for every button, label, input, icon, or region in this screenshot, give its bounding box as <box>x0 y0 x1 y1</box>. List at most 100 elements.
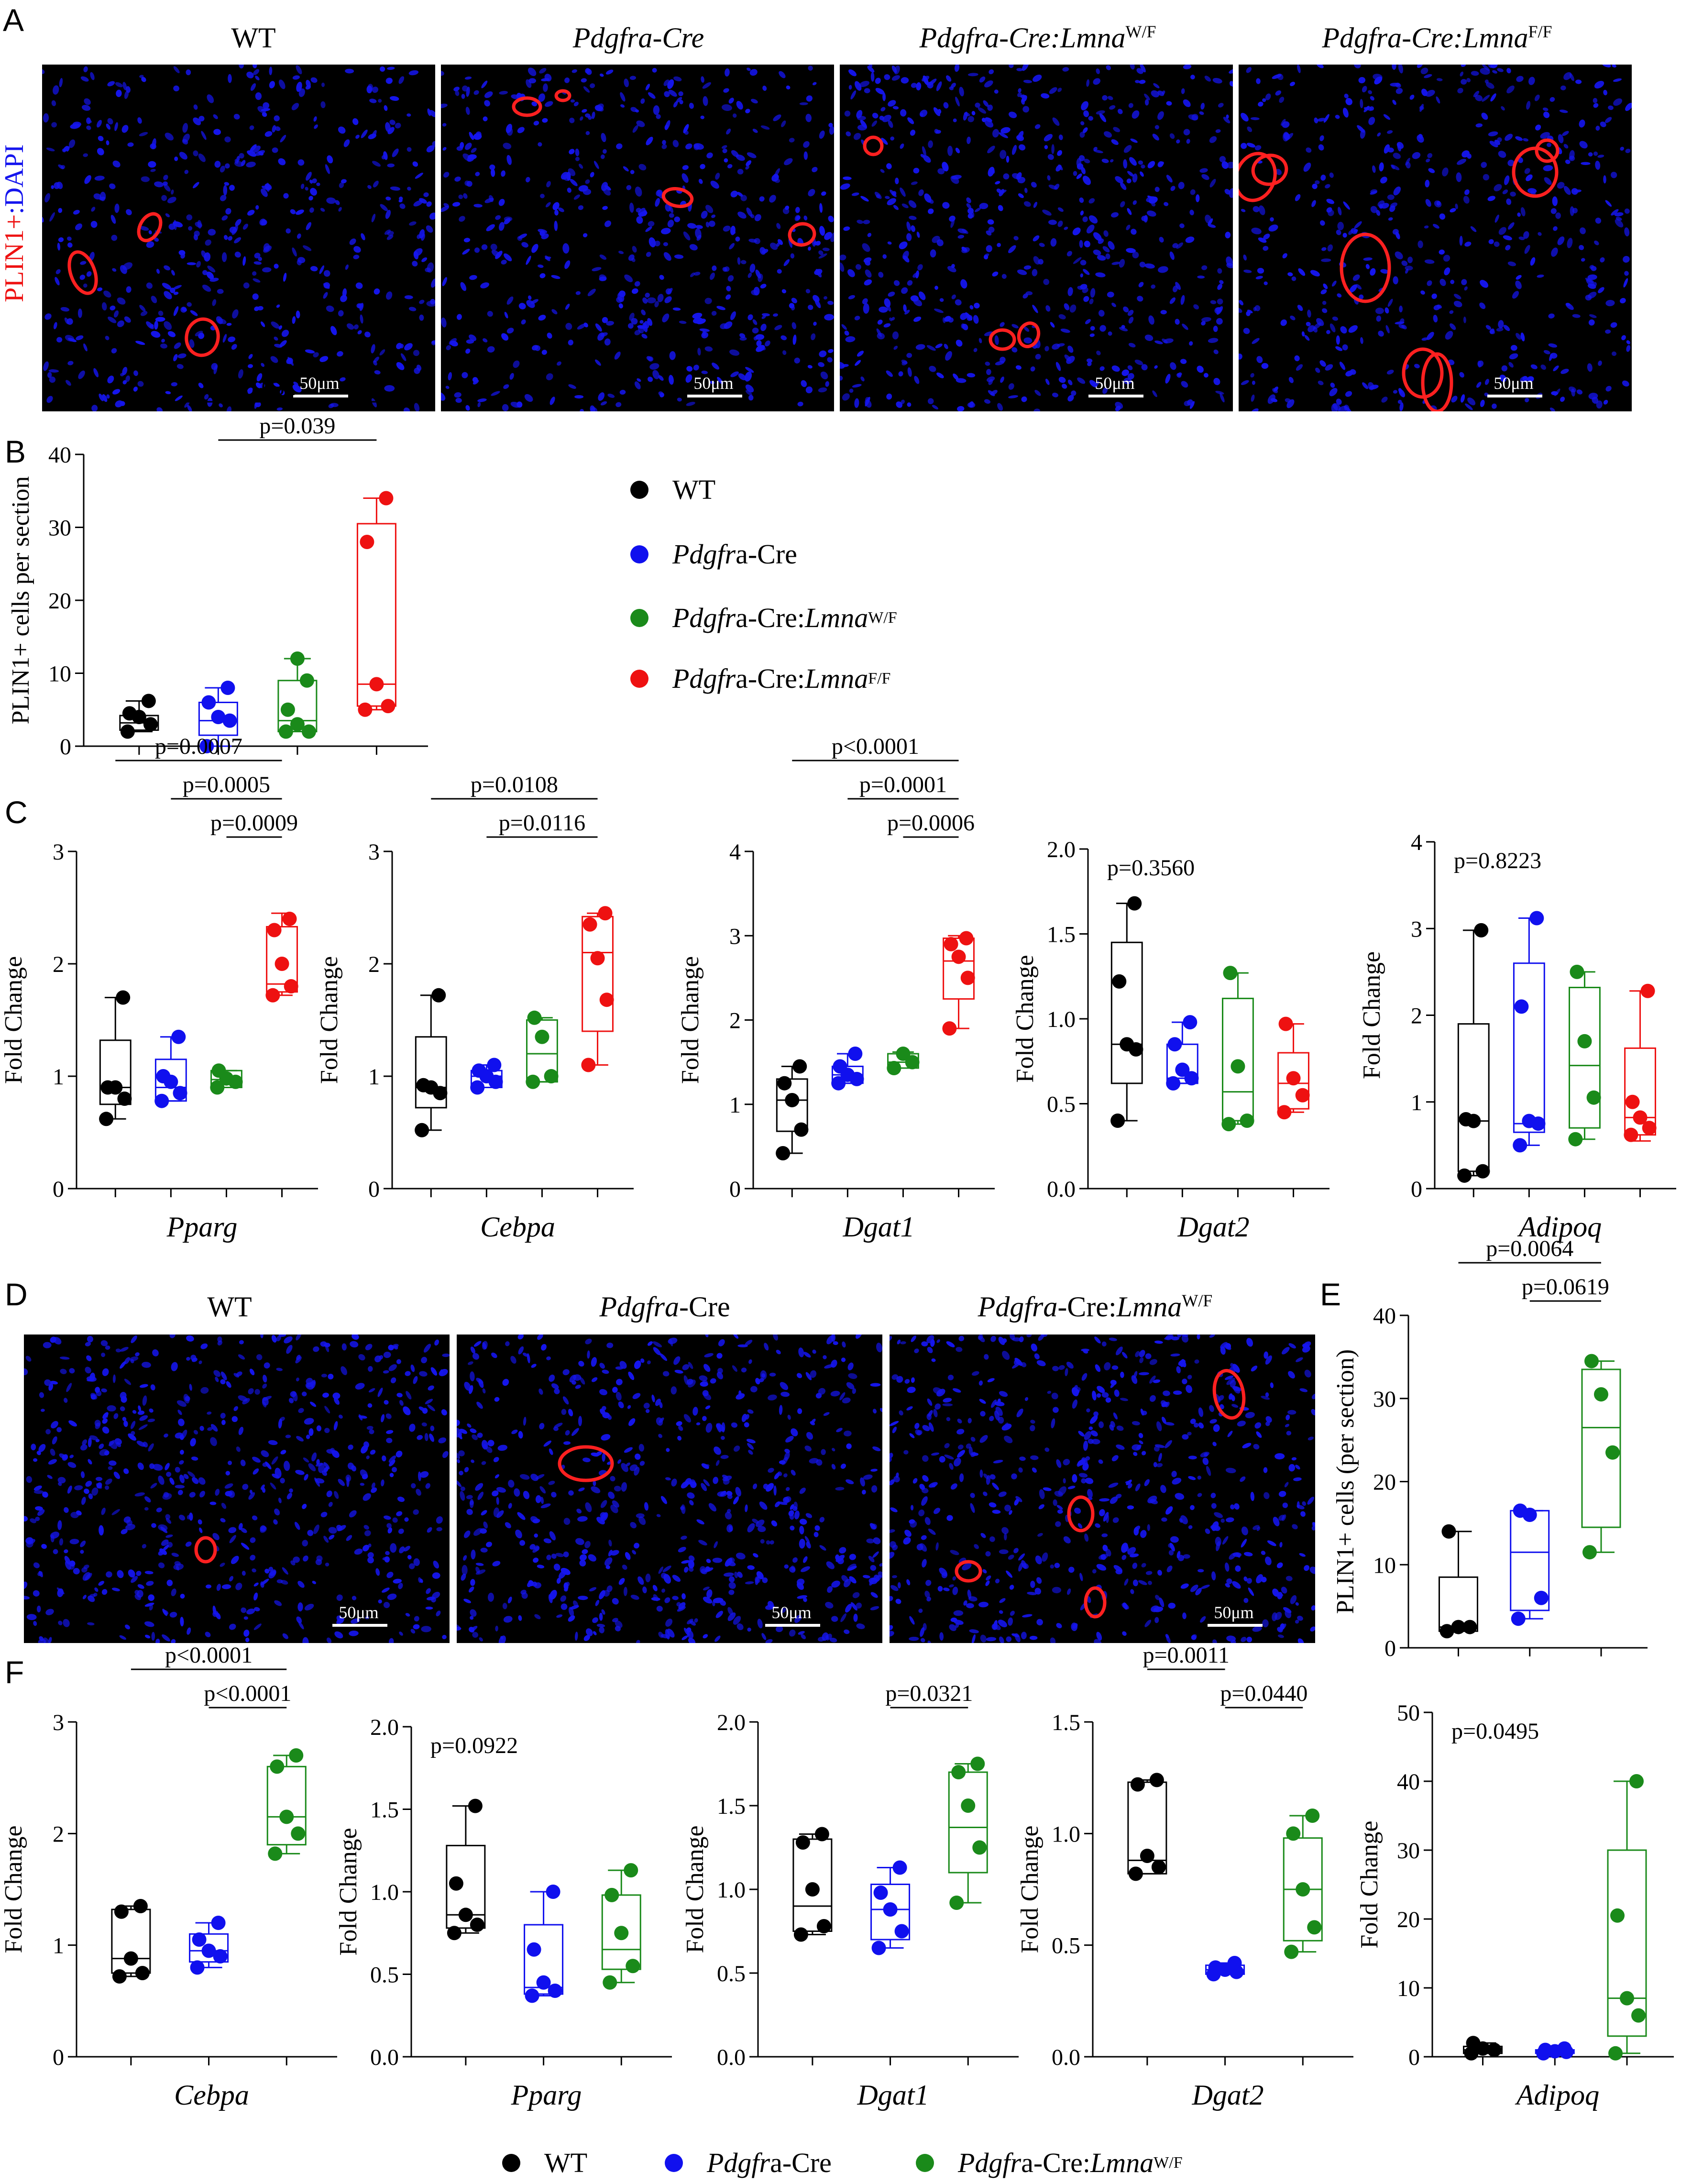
micrograph-a-ff-image: 50μm <box>1239 65 1632 411</box>
plin1-adipocyte <box>1402 347 1444 399</box>
data-point <box>1620 1991 1635 2006</box>
y-tick-label: 0.0 <box>370 2045 399 2070</box>
data-point <box>951 949 966 964</box>
chart-F1: 0 1 2 3 Fold Change Cebpa p<0.0001 p<0.0001 <box>0 1643 337 2111</box>
data-point <box>190 1960 205 1975</box>
data-point <box>535 1029 549 1044</box>
micrograph-d-cre-image: 50μm <box>457 1335 882 1643</box>
legend-bottom-wf-lmna: Lmna <box>1090 2147 1154 2178</box>
legend-top-wt: WT <box>630 474 715 506</box>
data-point <box>211 710 226 724</box>
data-point <box>525 1988 539 2003</box>
legend-top-cre: Pdgfr a-Cre <box>630 538 797 570</box>
micrograph-a-wf-image: 50μm <box>840 65 1233 411</box>
plin1-adipocyte <box>1251 154 1288 186</box>
data-point <box>1568 1132 1583 1147</box>
y-tick-label: 0 <box>1411 1177 1422 1202</box>
data-point <box>1522 1114 1537 1128</box>
header-d-wf: Pdgfra-Cre:LmnaW/F <box>885 1291 1306 1324</box>
y-tick-label: 0 <box>53 2045 64 2070</box>
data-point <box>1625 1094 1640 1109</box>
plin1-adipocyte <box>955 1560 982 1583</box>
box <box>111 1908 151 1974</box>
chart-C4: 0.0 0.5 1.0 1.5 2.0 Fold Change Dgat2 p=0.3560 <box>1011 837 1329 1243</box>
plin1-adipocyte <box>185 317 220 357</box>
y-tick-label: 1.5 <box>1052 1710 1080 1735</box>
data-point <box>141 694 156 708</box>
data-point <box>970 1756 985 1771</box>
y-axis-label: Fold Change <box>677 956 704 1084</box>
box-group <box>356 491 396 717</box>
data-point <box>960 971 975 985</box>
scale-bar-label: 50μm <box>1214 1603 1253 1622</box>
p-value-label: p=0.0922 <box>430 1733 518 1758</box>
box-group <box>1110 896 1143 1128</box>
box <box>415 1036 447 1109</box>
header-d-wf-rest: -Cre: <box>1057 1291 1117 1323</box>
plin1-adipocyte <box>1212 1368 1246 1420</box>
scale-bar-label: 50μm <box>339 1603 378 1622</box>
box <box>776 1078 808 1132</box>
data-point <box>154 1093 169 1108</box>
plin1-adipocyte <box>1535 138 1560 163</box>
box-group <box>210 1063 243 1095</box>
data-point <box>892 1860 907 1875</box>
box-group <box>470 1058 503 1095</box>
data-point <box>777 1076 792 1091</box>
data-point <box>794 1122 809 1137</box>
p-value-label: p=0.0619 <box>1522 1274 1609 1300</box>
legend-top-ff: Pdgfr a-Cre: Lmna F/F <box>630 662 890 695</box>
box-group <box>1457 923 1490 1183</box>
y-axis-label: Fold Change <box>681 1825 709 1953</box>
data-point <box>290 717 305 732</box>
y-tick-label: 30 <box>1373 1387 1396 1412</box>
nuclei <box>441 66 834 411</box>
p-value-label: p=0.0001 <box>859 772 947 797</box>
plin1-adipocyte <box>863 135 884 156</box>
scale-bar <box>687 395 742 397</box>
panel-letter-b: B <box>5 434 26 469</box>
nuclei <box>457 1335 882 1643</box>
legend-bottom-wf-sup: W/F <box>1154 2153 1183 2172</box>
scale-bar <box>1208 1624 1263 1627</box>
data-point <box>1227 1956 1242 1970</box>
y-tick-label: 10 <box>1397 1976 1420 2001</box>
data-point <box>546 1885 560 1899</box>
data-point <box>816 1919 831 1933</box>
chart-C5: 0 1 2 3 4 Fold Change Adipoq p=0.8223 <box>1358 830 1676 1243</box>
data-point <box>1208 1960 1223 1975</box>
data-point <box>793 1927 808 1942</box>
legend-bottom-wt-label: WT <box>544 2147 588 2178</box>
data-point <box>280 702 295 717</box>
nuclei <box>890 1335 1315 1643</box>
box-group <box>277 651 318 739</box>
box <box>1127 1781 1167 1875</box>
data-point <box>1223 966 1238 981</box>
box <box>1277 1052 1309 1110</box>
data-point <box>278 724 293 739</box>
scale-bar <box>332 1624 387 1627</box>
data-point <box>220 681 235 695</box>
data-point <box>1110 1114 1125 1128</box>
y-tick-label: 0.0 <box>717 2045 746 2070</box>
box-group <box>1277 1016 1310 1120</box>
box <box>1513 962 1545 1133</box>
legend-bottom-cre: Pdgfr a-Cre <box>665 2147 832 2179</box>
data-point <box>873 1886 888 1900</box>
box-group <box>415 988 448 1137</box>
legend-bottom-wt-dot <box>502 2153 520 2172</box>
legend-top-cre-italic: Pdgfr <box>672 539 736 570</box>
p-value-label: p=0.0005 <box>183 772 270 797</box>
data-point <box>614 1926 629 1941</box>
plin1-adipocyte <box>788 222 816 247</box>
box-group <box>1438 1524 1478 1639</box>
data-point <box>896 1047 911 1061</box>
data-point <box>381 699 396 714</box>
y-tick-label: 0.5 <box>1052 1933 1080 1959</box>
y-tick-label: 1.5 <box>1047 922 1076 948</box>
micrograph-d-wf-image: 50μm <box>890 1335 1315 1643</box>
legend-bottom-wt: WT <box>502 2147 587 2179</box>
y-tick-label: 0 <box>368 1177 380 1202</box>
p-value-label: p=0.0116 <box>499 810 585 836</box>
